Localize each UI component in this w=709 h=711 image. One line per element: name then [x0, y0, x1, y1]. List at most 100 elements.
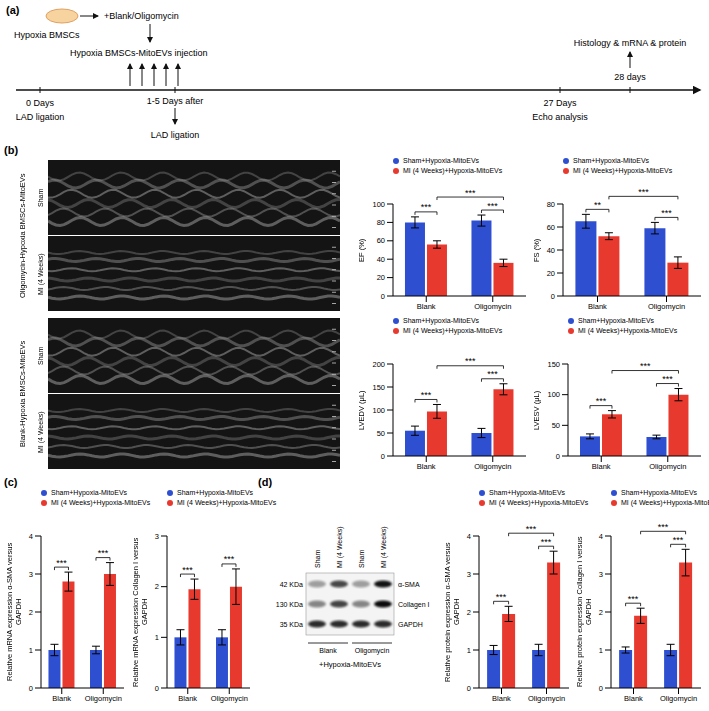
svg-text:3: 3 — [467, 570, 471, 579]
svg-text:Blank: Blank — [178, 694, 197, 703]
svg-text:60: 60 — [377, 236, 385, 245]
svg-text:0: 0 — [467, 684, 471, 693]
svg-text:42 KDa: 42 KDa — [280, 581, 303, 588]
svg-text:Blank: Blank — [592, 462, 611, 471]
svg-text:***: *** — [541, 537, 552, 547]
svg-text:150: 150 — [372, 383, 385, 392]
svg-text:Blank: Blank — [624, 694, 643, 703]
svg-text:Blank: Blank — [319, 647, 337, 654]
svg-text:***: *** — [658, 522, 669, 532]
svg-text:+Hypoxia-MitoEVs: +Hypoxia-MitoEVs — [319, 660, 381, 669]
svg-text:***: *** — [465, 356, 476, 366]
svg-text:Oligomycin: Oligomycin — [85, 694, 122, 703]
svg-text:0: 0 — [29, 684, 33, 693]
svg-text:Sham: Sham — [358, 550, 365, 568]
svg-text:MI (4 Weeks): MI (4 Weeks) — [380, 527, 388, 569]
svg-text:100: 100 — [372, 200, 385, 209]
svg-text:Blank: Blank — [52, 694, 71, 703]
svg-text:Oligomycin: Oligomycin — [528, 694, 565, 703]
svg-text:0: 0 — [381, 452, 385, 461]
svg-text:2: 2 — [29, 608, 33, 617]
svg-text:130 KDa: 130 KDa — [276, 601, 303, 608]
svg-text:(a): (a) — [6, 4, 20, 16]
svg-text:60: 60 — [547, 223, 555, 232]
svg-text:***: *** — [465, 188, 476, 198]
svg-text:2: 2 — [599, 608, 603, 617]
svg-text:***: *** — [56, 558, 67, 568]
svg-text:80: 80 — [377, 218, 385, 227]
svg-text:Blank: Blank — [492, 694, 511, 703]
svg-text:GAPDH: GAPDH — [398, 621, 423, 628]
svg-text:Blank: Blank — [417, 302, 436, 311]
svg-text:1: 1 — [467, 646, 471, 655]
svg-text:Oligomycin: Oligomycin — [474, 462, 511, 471]
svg-text:***: *** — [182, 565, 193, 575]
svg-text:***: *** — [224, 554, 235, 564]
svg-text:LAD ligation: LAD ligation — [16, 112, 65, 122]
svg-text:Hypoxia BMSCs-MitoEVs injectio: Hypoxia BMSCs-MitoEVs injection — [70, 48, 208, 58]
svg-text:0: 0 — [551, 292, 555, 301]
svg-text:1: 1 — [29, 646, 33, 655]
svg-text:***: *** — [496, 592, 507, 602]
svg-text:Collagen I: Collagen I — [398, 601, 430, 609]
svg-text:100: 100 — [547, 390, 560, 399]
svg-text:50: 50 — [377, 429, 385, 438]
svg-text:**: ** — [594, 200, 602, 210]
svg-text:Histology & mRNA & protein: Histology & mRNA & protein — [574, 38, 687, 48]
svg-text:Oligomycin: Oligomycin — [648, 302, 685, 311]
svg-text:80: 80 — [547, 200, 555, 209]
svg-text:0: 0 — [381, 292, 385, 301]
svg-text:Oligomycin: Oligomycin — [660, 694, 697, 703]
svg-text:1-5 Days after: 1-5 Days after — [147, 96, 204, 106]
svg-text:50: 50 — [552, 421, 560, 430]
svg-text:20: 20 — [547, 269, 555, 278]
svg-text:1: 1 — [599, 646, 603, 655]
svg-text:***: *** — [673, 535, 684, 545]
svg-text:4: 4 — [599, 532, 603, 541]
svg-text:3: 3 — [155, 532, 159, 541]
svg-text:Oligomycin: Oligomycin — [649, 462, 686, 471]
svg-text:***: *** — [98, 548, 109, 558]
svg-text:***: *** — [662, 374, 673, 384]
svg-text:2: 2 — [155, 582, 159, 591]
svg-text:20: 20 — [377, 273, 385, 282]
svg-text:***: *** — [640, 361, 651, 371]
svg-text:150: 150 — [547, 360, 560, 369]
svg-text:Oligomycin: Oligomycin — [474, 302, 511, 311]
svg-text:4: 4 — [467, 532, 471, 541]
svg-text:0 Days: 0 Days — [26, 98, 55, 108]
svg-text:4: 4 — [29, 532, 33, 541]
svg-text:Blank: Blank — [588, 302, 607, 311]
svg-text:***: *** — [421, 390, 432, 400]
svg-text:200: 200 — [372, 360, 385, 369]
svg-text:Blank: Blank — [417, 462, 436, 471]
svg-text:***: *** — [638, 187, 649, 197]
svg-text:Hypoxia BMSCs: Hypoxia BMSCs — [14, 30, 80, 40]
svg-text:***: *** — [596, 396, 607, 406]
svg-text:100: 100 — [372, 406, 385, 415]
svg-text:***: *** — [526, 524, 537, 534]
svg-text:2: 2 — [467, 608, 471, 617]
svg-text:MI (4 Weeks): MI (4 Weeks) — [336, 527, 344, 569]
svg-text:1: 1 — [155, 633, 159, 642]
svg-text:3: 3 — [599, 570, 603, 579]
svg-text:***: *** — [628, 594, 639, 604]
svg-text:***: *** — [421, 202, 432, 212]
svg-text:Echo analysis: Echo analysis — [532, 112, 588, 122]
svg-text:40: 40 — [377, 255, 385, 264]
svg-text:***: *** — [487, 369, 498, 379]
svg-text:27 Days: 27 Days — [543, 98, 577, 108]
svg-text:0: 0 — [155, 684, 159, 693]
svg-text:α-SMA: α-SMA — [398, 581, 420, 588]
svg-text:28 days: 28 days — [614, 72, 646, 82]
svg-text:+Blank/Oligomycin: +Blank/Oligomycin — [104, 11, 179, 21]
svg-text:3: 3 — [29, 570, 33, 579]
svg-text:0: 0 — [599, 684, 603, 693]
svg-text:Oligomycin: Oligomycin — [355, 647, 390, 655]
svg-text:***: *** — [661, 208, 672, 218]
svg-text:LAD ligation: LAD ligation — [151, 130, 200, 140]
svg-text:***: *** — [487, 201, 498, 211]
svg-text:0: 0 — [556, 452, 560, 461]
svg-text:35 KDa: 35 KDa — [280, 621, 303, 628]
svg-text:Oligomycin: Oligomycin — [211, 694, 248, 703]
